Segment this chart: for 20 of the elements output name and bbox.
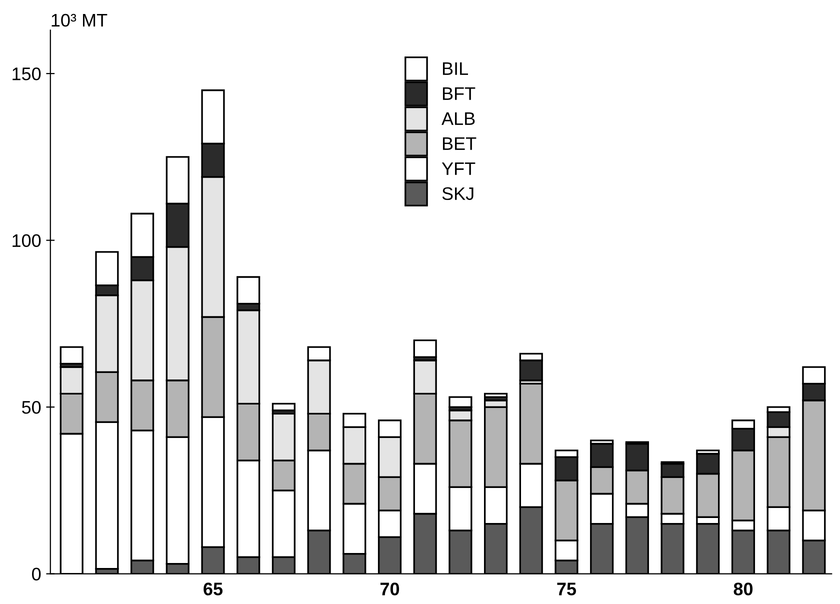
legend-label: YFT — [442, 162, 476, 175]
legend-label: SKJ — [442, 187, 474, 200]
bar — [448, 396, 472, 408]
bar — [272, 402, 296, 412]
x-tick-label: 75 — [557, 582, 576, 596]
legend-label: BET — [442, 137, 476, 150]
bar — [413, 340, 437, 358]
y-tick-label: 100 — [12, 234, 41, 248]
bar — [60, 346, 84, 365]
legend-label: BFT — [442, 87, 476, 100]
x-tick-label: 70 — [380, 582, 400, 596]
y-tick-label: 0 — [32, 568, 41, 581]
x-tick-label: 65 — [204, 582, 223, 596]
legend-label: BIL — [442, 62, 468, 75]
x-tick-label: 80 — [734, 582, 753, 596]
bar — [484, 392, 508, 398]
legend-label: ALB — [442, 112, 475, 125]
y-tick-label: 150 — [12, 67, 41, 80]
y-tick-label: 50 — [22, 400, 41, 414]
y-axis-title: 10³ MT — [52, 14, 108, 27]
